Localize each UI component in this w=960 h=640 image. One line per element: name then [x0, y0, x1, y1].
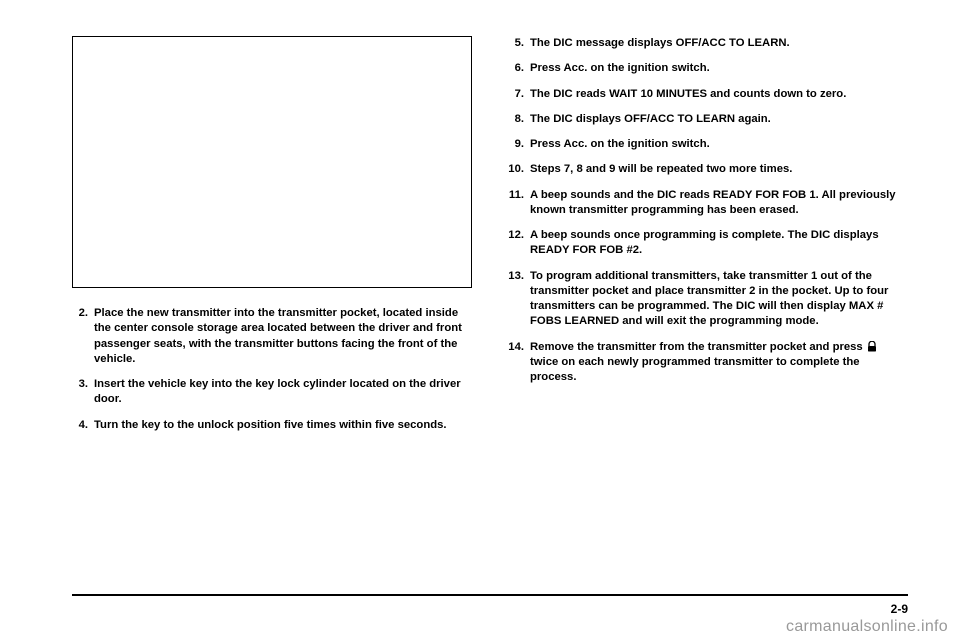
step-text: A beep sounds and the DIC reads READY FO… [530, 188, 908, 219]
step-item: 8.The DIC displays OFF/ACC TO LEARN agai… [508, 112, 908, 127]
step-text: Press Acc. on the ignition switch. [530, 137, 908, 152]
steps-right: 5.The DIC message displays OFF/ACC TO LE… [508, 36, 908, 385]
step-number: 5. [508, 36, 530, 51]
footer-rule [72, 594, 908, 596]
step-number: 6. [508, 61, 530, 76]
step-text: Remove the transmitter from the transmit… [530, 340, 908, 386]
step-item: 13.To program additional transmitters, t… [508, 269, 908, 330]
step-text: Place the new transmitter into the trans… [94, 306, 472, 367]
figure-placeholder [72, 36, 472, 288]
step-number: 9. [508, 137, 530, 152]
step-text: Steps 7, 8 and 9 will be repeated two mo… [530, 162, 908, 177]
step-item: 10.Steps 7, 8 and 9 will be repeated two… [508, 162, 908, 177]
step-item: 12.A beep sounds once programming is com… [508, 228, 908, 259]
step-number: 11. [508, 188, 530, 219]
step-item: 2.Place the new transmitter into the tra… [72, 306, 472, 367]
step-number: 7. [508, 87, 530, 102]
step-number: 3. [72, 377, 94, 408]
step-item: 9.Press Acc. on the ignition switch. [508, 137, 908, 152]
step-text: Press Acc. on the ignition switch. [530, 61, 908, 76]
step-text: Insert the vehicle key into the key lock… [94, 377, 472, 408]
manual-page: 2.Place the new transmitter into the tra… [0, 0, 960, 443]
step-text: The DIC reads WAIT 10 MINUTES and counts… [530, 87, 908, 102]
step-item: 14.Remove the transmitter from the trans… [508, 340, 908, 386]
step-number: 13. [508, 269, 530, 330]
step-item: 11.A beep sounds and the DIC reads READY… [508, 188, 908, 219]
step-text: The DIC displays OFF/ACC TO LEARN again. [530, 112, 908, 127]
watermark-text: carmanualsonline.info [786, 618, 948, 636]
step-number: 12. [508, 228, 530, 259]
lock-icon [867, 341, 877, 352]
left-column: 2.Place the new transmitter into the tra… [72, 36, 472, 443]
step-text: To program additional transmitters, take… [530, 269, 908, 330]
step-item: 5.The DIC message displays OFF/ACC TO LE… [508, 36, 908, 51]
step-text: The DIC message displays OFF/ACC TO LEAR… [530, 36, 908, 51]
step-item: 4.Turn the key to the unlock position fi… [72, 418, 472, 433]
step-text: Turn the key to the unlock position five… [94, 418, 472, 433]
step-number: 8. [508, 112, 530, 127]
step-number: 2. [72, 306, 94, 367]
step-number: 14. [508, 340, 530, 386]
step-item: 6.Press Acc. on the ignition switch. [508, 61, 908, 76]
step-text: A beep sounds once programming is comple… [530, 228, 908, 259]
step-item: 3.Insert the vehicle key into the key lo… [72, 377, 472, 408]
step-number: 4. [72, 418, 94, 433]
right-column: 5.The DIC message displays OFF/ACC TO LE… [508, 36, 908, 443]
step-item: 7.The DIC reads WAIT 10 MINUTES and coun… [508, 87, 908, 102]
steps-left: 2.Place the new transmitter into the tra… [72, 306, 472, 433]
step-number: 10. [508, 162, 530, 177]
page-number: 2-9 [891, 602, 908, 616]
